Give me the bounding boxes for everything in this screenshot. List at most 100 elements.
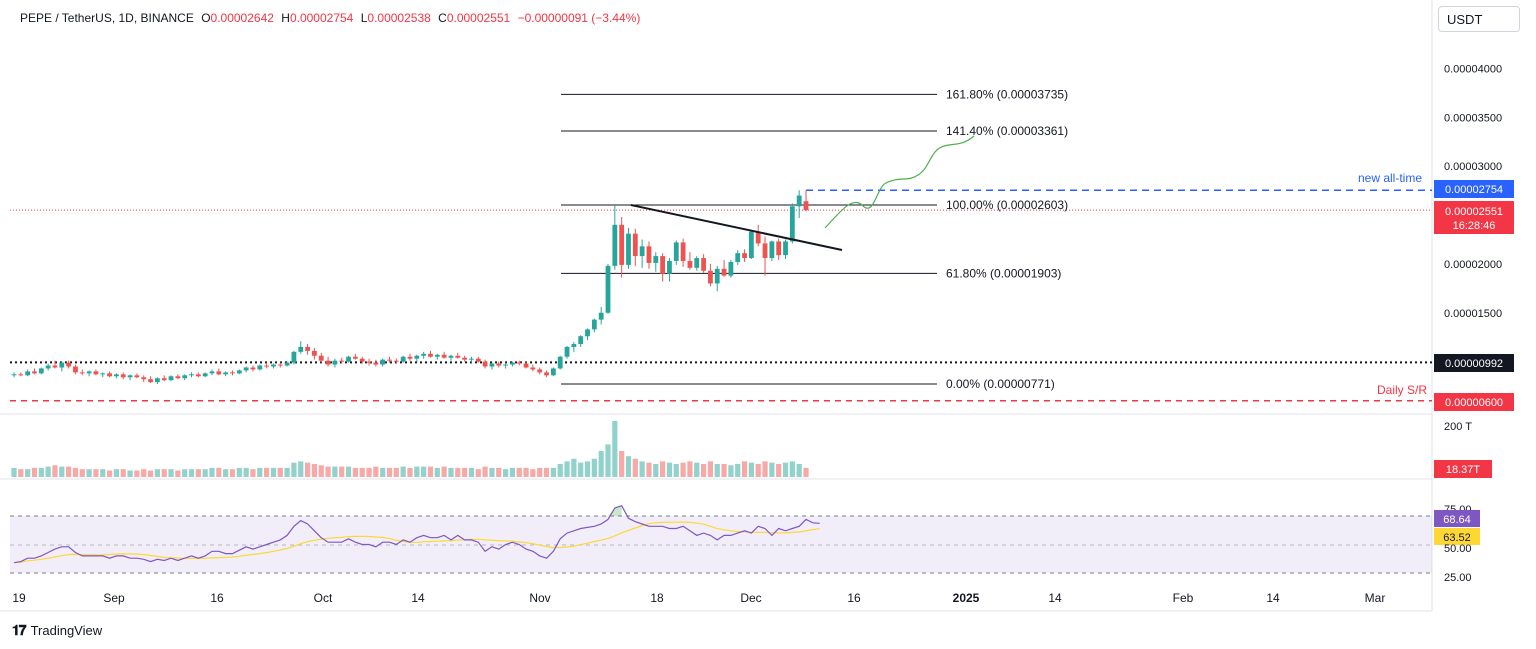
- candle-body[interactable]: [148, 379, 153, 383]
- candle-body[interactable]: [100, 373, 106, 375]
- candle-body[interactable]: [537, 369, 543, 373]
- candle-body[interactable]: [455, 355, 461, 358]
- candle-body[interactable]: [120, 374, 126, 378]
- candle-body[interactable]: [639, 246, 645, 257]
- candle-body[interactable]: [380, 359, 386, 365]
- candle-body[interactable]: [598, 312, 604, 320]
- candle-body[interactable]: [223, 372, 229, 375]
- candle-body[interactable]: [86, 371, 92, 374]
- candle-body[interactable]: [189, 374, 194, 376]
- candle-body[interactable]: [714, 268, 720, 284]
- candle-body[interactable]: [489, 363, 495, 367]
- candle-body[interactable]: [414, 355, 420, 359]
- candle-body[interactable]: [195, 374, 201, 377]
- candle-body[interactable]: [66, 362, 72, 367]
- candle-body[interactable]: [789, 206, 795, 242]
- candle-body[interactable]: [107, 373, 112, 377]
- candle-body[interactable]: [216, 371, 222, 375]
- candle-body[interactable]: [346, 356, 351, 362]
- candle-body[interactable]: [52, 365, 58, 368]
- candle-body[interactable]: [708, 270, 713, 284]
- candle-body[interactable]: [284, 362, 290, 366]
- candle-body[interactable]: [496, 363, 502, 366]
- candle-body[interactable]: [339, 360, 345, 362]
- candle-body[interactable]: [373, 362, 379, 365]
- candle-body[interactable]: [571, 344, 577, 347]
- candle-body[interactable]: [32, 371, 37, 374]
- candle-body[interactable]: [626, 233, 631, 265]
- candle-body[interactable]: [264, 365, 270, 367]
- candle-body[interactable]: [298, 346, 304, 352]
- projected-path[interactable]: [824, 135, 975, 229]
- candle-body[interactable]: [646, 246, 652, 263]
- candle-body[interactable]: [291, 351, 297, 363]
- candle-body[interactable]: [257, 365, 263, 370]
- candle-body[interactable]: [387, 359, 392, 361]
- candle-body[interactable]: [694, 258, 700, 268]
- candle-body[interactable]: [728, 261, 734, 276]
- candle-body[interactable]: [564, 346, 570, 357]
- candle-body[interactable]: [469, 358, 474, 360]
- candle-body[interactable]: [585, 329, 590, 337]
- candle-body[interactable]: [769, 241, 775, 259]
- candle-body[interactable]: [701, 258, 706, 271]
- candle-body[interactable]: [154, 378, 160, 383]
- candle-body[interactable]: [605, 265, 611, 313]
- candle-body[interactable]: [591, 319, 597, 330]
- candle-body[interactable]: [25, 371, 31, 376]
- candle-body[interactable]: [305, 346, 310, 351]
- candle-body[interactable]: [441, 354, 447, 358]
- candle-body[interactable]: [448, 355, 454, 358]
- candle-body[interactable]: [277, 364, 283, 366]
- candle-body[interactable]: [482, 361, 488, 367]
- candle-body[interactable]: [134, 375, 140, 378]
- candle-body[interactable]: [332, 360, 338, 365]
- tradingview-logo[interactable]: 𝟏𝟕 TradingView: [12, 622, 102, 639]
- candle-body[interactable]: [687, 260, 693, 268]
- candle-body[interactable]: [236, 370, 242, 374]
- candle-body[interactable]: [18, 374, 24, 376]
- candle-body[interactable]: [742, 253, 747, 259]
- candle-body[interactable]: [114, 374, 119, 377]
- candle-body[interactable]: [359, 358, 365, 362]
- candle-body[interactable]: [400, 356, 406, 362]
- candle-body[interactable]: [667, 260, 672, 274]
- candle-body[interactable]: [393, 360, 399, 362]
- candle-body[interactable]: [93, 371, 99, 375]
- candle-body[interactable]: [762, 243, 768, 259]
- candle-body[interactable]: [783, 241, 788, 256]
- candle-body[interactable]: [803, 201, 809, 211]
- candle-body[interactable]: [632, 233, 638, 257]
- candle-body[interactable]: [516, 362, 522, 364]
- candle-body[interactable]: [161, 378, 167, 381]
- candle-body[interactable]: [209, 371, 215, 374]
- candle-body[interactable]: [45, 365, 51, 369]
- candle-body[interactable]: [243, 367, 249, 371]
- candle-body[interactable]: [428, 353, 433, 357]
- candle-body[interactable]: [544, 372, 549, 376]
- candle-body[interactable]: [38, 368, 44, 374]
- candle-body[interactable]: [680, 242, 686, 261]
- currency-button[interactable]: USDT: [1438, 6, 1520, 32]
- candle-body[interactable]: [366, 361, 372, 363]
- candle-body[interactable]: [503, 364, 508, 366]
- candle-body[interactable]: [182, 375, 188, 379]
- candle-body[interactable]: [59, 362, 65, 368]
- candle-body[interactable]: [250, 367, 256, 370]
- candle-body[interactable]: [510, 362, 515, 365]
- descending-trendline[interactable]: [630, 204, 843, 251]
- candle-body[interactable]: [523, 363, 529, 368]
- candle-body[interactable]: [619, 224, 625, 265]
- symbol-title[interactable]: PEPE / TetherUS, 1D, BINANCE: [20, 11, 194, 25]
- candle-body[interactable]: [325, 360, 331, 365]
- candle-body[interactable]: [352, 356, 358, 359]
- candle-body[interactable]: [748, 231, 754, 259]
- candle-body[interactable]: [202, 373, 208, 377]
- candle-body[interactable]: [530, 367, 536, 370]
- candle-body[interactable]: [776, 241, 782, 256]
- candle-body[interactable]: [127, 375, 133, 378]
- candle-body[interactable]: [735, 253, 741, 262]
- candle-body[interactable]: [755, 231, 761, 244]
- candle-body[interactable]: [550, 368, 556, 376]
